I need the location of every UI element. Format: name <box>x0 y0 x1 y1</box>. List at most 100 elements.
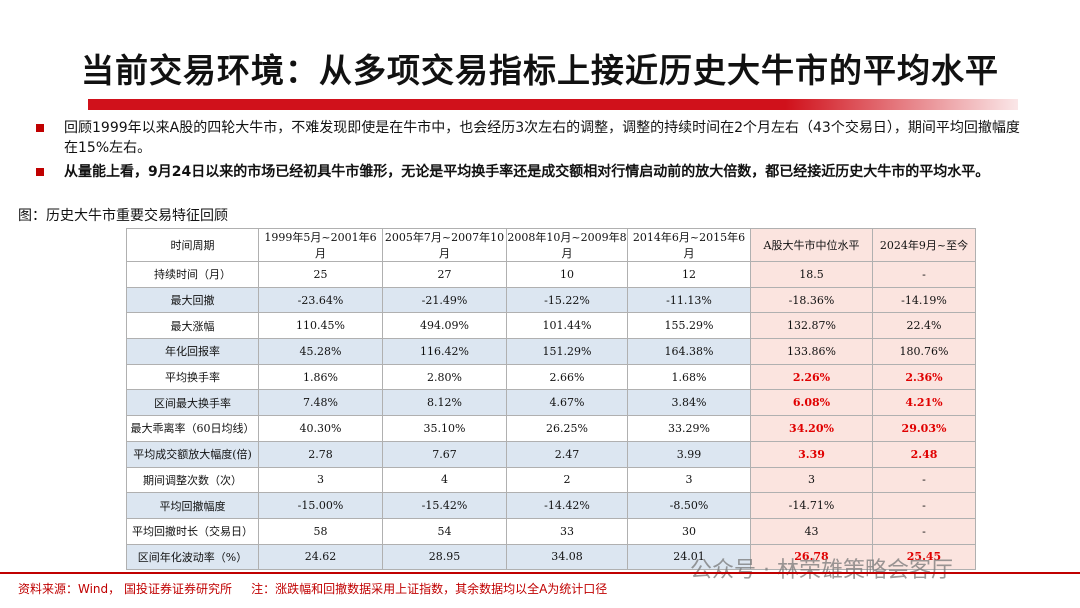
cell: 3 <box>750 466 873 494</box>
cell: 180.76% <box>872 338 976 365</box>
cell: 33.29% <box>627 415 751 442</box>
cell: 30 <box>627 517 751 545</box>
header-cell: 2005年7月~2007年10月 <box>382 228 507 262</box>
cell: 6.08% <box>750 389 873 417</box>
row-label: 期间调整次数（次） <box>126 466 259 494</box>
bullet-text: 从量能上看，9月24日以来的市场已经初具牛市雏形，无论是平均换手率还是成交额相对… <box>64 164 990 180</box>
cell: -14.19% <box>872 286 976 314</box>
title-underline <box>88 99 1018 110</box>
watermark: 公众号 · 林荣雄策略会客厅 <box>690 558 953 583</box>
cell: -21.49% <box>382 286 507 314</box>
cell: -23.64% <box>258 286 383 314</box>
cell: 116.42% <box>382 338 507 365</box>
cell: -8.50% <box>627 492 751 519</box>
header-cell: 2008年10月~2009年8月 <box>506 228 628 262</box>
cell: 26.25% <box>506 415 628 442</box>
cell: 28.95 <box>382 543 507 571</box>
bullet-text: 回顾1999年以来A股的四轮大牛市，不难发现即使是在牛市中，也会经历3次左右的调… <box>64 120 1020 156</box>
title: 当前交易环境：从多项交易指标上接近历史大牛市的平均水平 <box>81 51 999 90</box>
table-row: 持续时间（月） 25 27 10 12 18.5- <box>126 261 976 288</box>
cell: 43 <box>750 517 873 545</box>
table-row: 平均回撤时长（交易日） 58 54 33 30 43- <box>126 517 976 545</box>
row-label: 平均成交额放大幅度(倍) <box>126 440 259 468</box>
row-label: 平均回撤幅度 <box>126 492 259 519</box>
row-label: 平均回撤时长（交易日） <box>126 517 259 545</box>
table-row: 最大涨幅 110.45% 494.09% 101.44% 155.29% 132.87% 2… <box>126 312 976 340</box>
row-label: 平均换手率 <box>126 363 259 391</box>
cell: 2.80% <box>382 363 507 391</box>
cell: 3.99 <box>627 440 751 468</box>
source: 资料来源：Wind， 国投证券证券研究所 <box>18 582 232 596</box>
cell: 22.4% <box>872 312 976 340</box>
cell: 110.45% <box>258 312 383 340</box>
cell: 101.44% <box>506 312 628 340</box>
row-label: 持续时间（月） <box>126 261 259 288</box>
cell: 25 <box>258 261 383 288</box>
table-row: 平均成交额放大幅度(倍) 2.78 7.67 2.47 3.99 3.39 2.48 <box>126 440 976 468</box>
cell: 58 <box>258 517 383 545</box>
cell: 45.28% <box>258 338 383 365</box>
bullet-marker <box>36 168 44 176</box>
cell: -15.42% <box>382 492 507 519</box>
cell: -14.71% <box>750 492 873 519</box>
caption: 图：历史大牛市重要交易特征回顾 <box>18 208 228 224</box>
cell: 1.86% <box>258 363 383 391</box>
header-row: 时间周期 1999年5月~2001年6月 2005年7月~2007年10月 2008年… <box>126 228 976 262</box>
cell: -18.36% <box>750 286 873 314</box>
table-row: 最大回撤 -23.64% -21.49% -15.22% -11.13% -18.36% -… <box>126 286 976 314</box>
cell: 4.21% <box>872 389 976 417</box>
cell: 25.45 <box>872 543 976 571</box>
table-row: 区间年化波动率（%） 24.62 28.95 34.08 24.01 26.78 25.45 <box>126 543 976 571</box>
cell: 26.78 <box>750 543 873 571</box>
table-row: 年化回报率 45.28% 116.42% 151.29% 164.38% 133.86% 1… <box>126 338 976 365</box>
cell: 54 <box>382 517 507 545</box>
cell: 1.68% <box>627 363 751 391</box>
cell: 133.86% <box>750 338 873 365</box>
cell: 3.39 <box>750 440 873 468</box>
cell: -14.42% <box>506 492 628 519</box>
header-cell: 2024年9月~至今 <box>872 228 976 262</box>
cell: 7.48% <box>258 389 383 417</box>
cell: 3 <box>258 466 383 494</box>
table-row: 期间调整次数（次） 3 4 2 3 3- <box>126 466 976 494</box>
cell: 33 <box>506 517 628 545</box>
cell: 164.38% <box>627 338 751 365</box>
table-row: 平均回撤幅度 -15.00% -15.42% -14.42% -8.50% -14.71%… <box>126 492 976 519</box>
cell: 27 <box>382 261 507 288</box>
footer: 资料来源：Wind， 国投证券证券研究所 注：涨跌幅和回撤数据采用上证指数，其余… <box>18 580 607 597</box>
cell: 24.62 <box>258 543 383 571</box>
footer-line <box>0 572 1080 574</box>
cell: 10 <box>506 261 628 288</box>
cell: 155.29% <box>627 312 751 340</box>
row-label: 最大回撤 <box>126 286 259 314</box>
row-label: 最大涨幅 <box>126 312 259 340</box>
cell: 132.87% <box>750 312 873 340</box>
cell: - <box>872 492 976 519</box>
header-cell: 时间周期 <box>126 228 259 262</box>
cell: 3.84% <box>627 389 751 417</box>
row-label: 区间年化波动率（%） <box>126 543 259 571</box>
cell: 2.26% <box>750 363 873 391</box>
data-table: 时间周期 1999年5月~2001年6月 2005年7月~2007年10月 2008年… <box>126 228 976 571</box>
row-label: 年化回报率 <box>126 338 259 365</box>
bullet: 从量能上看，9月24日以来的市场已经初具牛市雏形，无论是平均换手率还是成交额相对… <box>36 162 1024 182</box>
cell: 29.03% <box>872 415 976 442</box>
header-cell: 2014年6月~2015年6月 <box>627 228 751 262</box>
cell: 34.20% <box>750 415 873 442</box>
cell: 7.67 <box>382 440 507 468</box>
cell: 4.67% <box>506 389 628 417</box>
cell: -15.22% <box>506 286 628 314</box>
header-cell: A股大牛市中位水平 <box>750 228 873 262</box>
cell: 4 <box>382 466 507 494</box>
cell: - <box>872 261 976 288</box>
bullet-marker <box>36 124 44 132</box>
cell: - <box>872 517 976 545</box>
bullet: 回顾1999年以来A股的四轮大牛市，不难发现即使是在牛市中，也会经历3次左右的调… <box>36 118 1024 158</box>
cell: 3 <box>627 466 751 494</box>
row-label: 最大乖离率（60日均线） <box>126 415 259 442</box>
cell: 24.01 <box>627 543 751 571</box>
cell: 2.66% <box>506 363 628 391</box>
cell: 18.5 <box>750 261 873 288</box>
cell: -15.00% <box>258 492 383 519</box>
